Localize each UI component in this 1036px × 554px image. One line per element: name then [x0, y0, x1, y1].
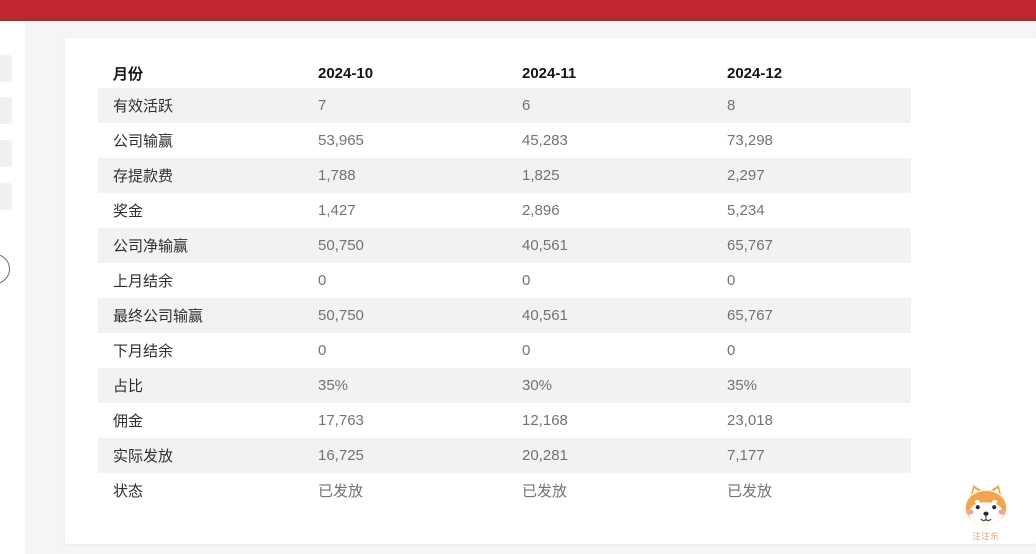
cell-value: 35%: [727, 377, 758, 394]
table-row: 有效活跃 7 6 8: [98, 88, 911, 123]
table-row: 占比 35% 30% 35%: [98, 368, 911, 403]
cell-value: 30%: [522, 377, 553, 394]
cell-value: 7: [318, 97, 327, 114]
row-label: 公司输赢: [113, 133, 174, 150]
cell-value: 1,427: [318, 202, 356, 219]
cell-value: 53,965: [318, 132, 364, 149]
left-sidebar-sliver: [0, 21, 25, 554]
table-row: 下月结余 0 0 0: [98, 333, 911, 368]
column-header-month: 2024-12: [727, 64, 783, 82]
sidebar-skeleton-item: [0, 140, 12, 167]
table-row: 存提款费 1,788 1,825 2,297: [98, 158, 911, 193]
cell-value: 0: [727, 272, 736, 289]
mascot-caption: 汪汪乐: [972, 532, 1000, 541]
cell-value: 40,561: [522, 237, 568, 254]
cell-value: 20,281: [522, 447, 568, 464]
cell-value: 6: [522, 97, 531, 114]
row-label: 上月结余: [113, 273, 174, 290]
report-table-body: 有效活跃 7 6 8 公司输赢 53,965 45,283 73,298 存提款费 1,788 1,…: [98, 88, 911, 508]
row-label: 存提款费: [113, 168, 174, 185]
shiba-dog-icon: [964, 483, 1008, 526]
cell-value: 40,561: [522, 307, 568, 324]
sidebar-toggle-circle[interactable]: [0, 254, 10, 284]
report-card: 月份 2024-10 2024-11 2024-12 有效活跃 7 6 8 公司输赢 53,96…: [65, 38, 1036, 544]
table-row: 上月结余 0 0 0: [98, 263, 911, 298]
cell-value: 50,750: [318, 307, 364, 324]
cell-value: 23,018: [727, 412, 773, 429]
table-row: 公司净输赢 50,750 40,561 65,767: [98, 228, 911, 263]
column-header-month: 2024-10: [318, 64, 374, 82]
row-label: 实际发放: [113, 448, 174, 465]
cell-value: 2,896: [522, 202, 560, 219]
cell-value: 35%: [318, 377, 349, 394]
sidebar-skeleton-item: [0, 97, 12, 124]
cell-value: 8: [727, 97, 736, 114]
cell-value: 65,767: [727, 237, 773, 254]
cell-value: 1,825: [522, 167, 560, 184]
sidebar-skeleton-item: [0, 183, 12, 210]
column-header-month: 2024-11: [522, 64, 577, 82]
cell-value: 7,177: [727, 447, 765, 464]
table-header-row: 月份 2024-10 2024-11 2024-12: [98, 58, 911, 88]
cell-value: 0: [318, 342, 327, 359]
table-row: 奖金 1,427 2,896 5,234: [98, 193, 911, 228]
top-navbar: [0, 0, 1036, 21]
cell-value: 12,168: [522, 412, 568, 429]
row-label: 下月结余: [113, 343, 174, 360]
table-row: 实际发放 16,725 20,281 7,177: [98, 438, 911, 473]
cell-value: 0: [318, 272, 327, 289]
cell-value: 0: [727, 342, 736, 359]
cell-value: 已发放: [318, 483, 364, 500]
row-label: 最终公司输赢: [113, 308, 204, 325]
cell-value: 5,234: [727, 202, 765, 219]
sidebar-skeleton-item: [0, 55, 12, 82]
cell-value: 0: [522, 342, 531, 359]
cell-value: 16,725: [318, 447, 364, 464]
row-label: 奖金: [113, 203, 144, 220]
column-header-label: 月份: [113, 65, 144, 83]
cell-value: 45,283: [522, 132, 568, 149]
table-row: 公司输赢 53,965 45,283 73,298: [98, 123, 911, 158]
row-label: 佣金: [113, 413, 144, 430]
row-label: 状态: [113, 483, 144, 500]
row-label: 占比: [113, 378, 144, 395]
cell-value: 已发放: [522, 483, 568, 500]
table-row: 佣金 17,763 12,168 23,018: [98, 403, 911, 438]
cell-value: 已发放: [727, 483, 773, 500]
cell-value: 65,767: [727, 307, 773, 324]
cell-value: 17,763: [318, 412, 364, 429]
cell-value: 50,750: [318, 237, 364, 254]
cell-value: 73,298: [727, 132, 773, 149]
table-row: 状态 已发放 已发放 已发放: [98, 473, 911, 508]
monthly-report-table: 月份 2024-10 2024-11 2024-12 有效活跃 7 6 8 公司输赢 53,96…: [98, 58, 911, 508]
table-row: 最终公司输赢 50,750 40,561 65,767: [98, 298, 911, 333]
cell-value: 1,788: [318, 167, 356, 184]
mascot-widget[interactable]: 汪汪乐: [958, 482, 1014, 542]
row-label: 公司净输赢: [113, 238, 189, 255]
cell-value: 2,297: [727, 167, 765, 184]
row-label: 有效活跃: [113, 98, 174, 115]
cell-value: 0: [522, 272, 531, 289]
